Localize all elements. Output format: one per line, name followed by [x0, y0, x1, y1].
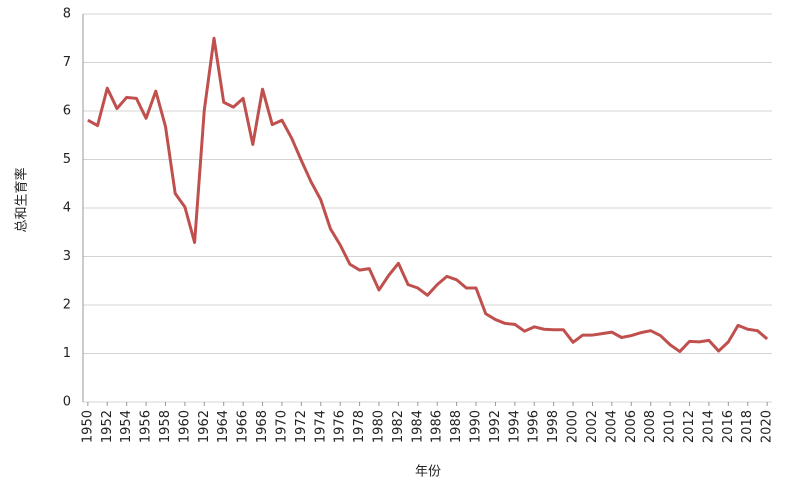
x-tick-label: 1984 [410, 410, 425, 443]
x-tick-label: 1968 [255, 410, 270, 443]
x-tick-label: 1998 [546, 410, 561, 443]
x-tick-label: 1988 [449, 410, 464, 443]
x-tick-label: 1982 [391, 410, 406, 443]
x-tick-label: 1950 [80, 410, 95, 443]
x-tick-label: 1970 [274, 410, 289, 443]
x-tick-label: 1972 [294, 410, 309, 443]
x-tick-label: 1996 [527, 410, 542, 443]
x-tick-label: 2008 [643, 410, 658, 443]
y-tick-label: 5 [63, 152, 71, 167]
x-tick-label: 1966 [236, 410, 251, 443]
y-tick-label: 2 [63, 298, 71, 313]
x-tick-label: 1964 [216, 410, 231, 443]
x-tick-label: 1974 [313, 410, 328, 443]
y-tick-label: 4 [63, 201, 71, 216]
x-tick-label: 2002 [585, 410, 600, 443]
x-tick-label: 2014 [701, 410, 716, 443]
y-tick-label: 8 [63, 7, 71, 22]
y-tick-label: 3 [63, 249, 71, 264]
x-tick-label: 2012 [682, 410, 697, 443]
x-tick-label: 2018 [740, 410, 755, 443]
x-axis-label: 年份 [415, 465, 441, 480]
x-tick-label: 1954 [119, 410, 134, 443]
x-tick-label: 2000 [566, 410, 581, 443]
x-tick-label: 2004 [604, 410, 619, 443]
data-line [87, 36, 769, 354]
x-tick-label: 1962 [197, 410, 212, 443]
x-tick-label: 2010 [663, 410, 678, 443]
x-tick-label: 1992 [488, 410, 503, 443]
x-tick-label: 1990 [469, 410, 484, 443]
y-tick-label: 7 [63, 55, 71, 70]
x-tick-label: 1994 [507, 410, 522, 443]
y-tick-label: 0 [63, 395, 71, 410]
x-tick-label: 1960 [177, 410, 192, 443]
y-axis-label: 总和生育率 [14, 167, 30, 232]
x-tick-label: 1958 [158, 410, 173, 443]
x-tick-label: 2020 [760, 410, 775, 443]
x-tick-label: 1956 [139, 410, 154, 443]
y-tick-label: 1 [63, 346, 71, 361]
x-tick-label: 2016 [721, 410, 736, 443]
x-tick-label: 2006 [624, 410, 639, 443]
x-tick-label: 1952 [100, 410, 115, 443]
y-tick-label: 6 [63, 104, 71, 119]
x-tick-label: 1976 [333, 410, 348, 443]
x-tick-label: 1978 [352, 410, 367, 443]
x-tick-label: 1980 [371, 410, 386, 443]
x-tick-label: 1986 [430, 410, 445, 443]
